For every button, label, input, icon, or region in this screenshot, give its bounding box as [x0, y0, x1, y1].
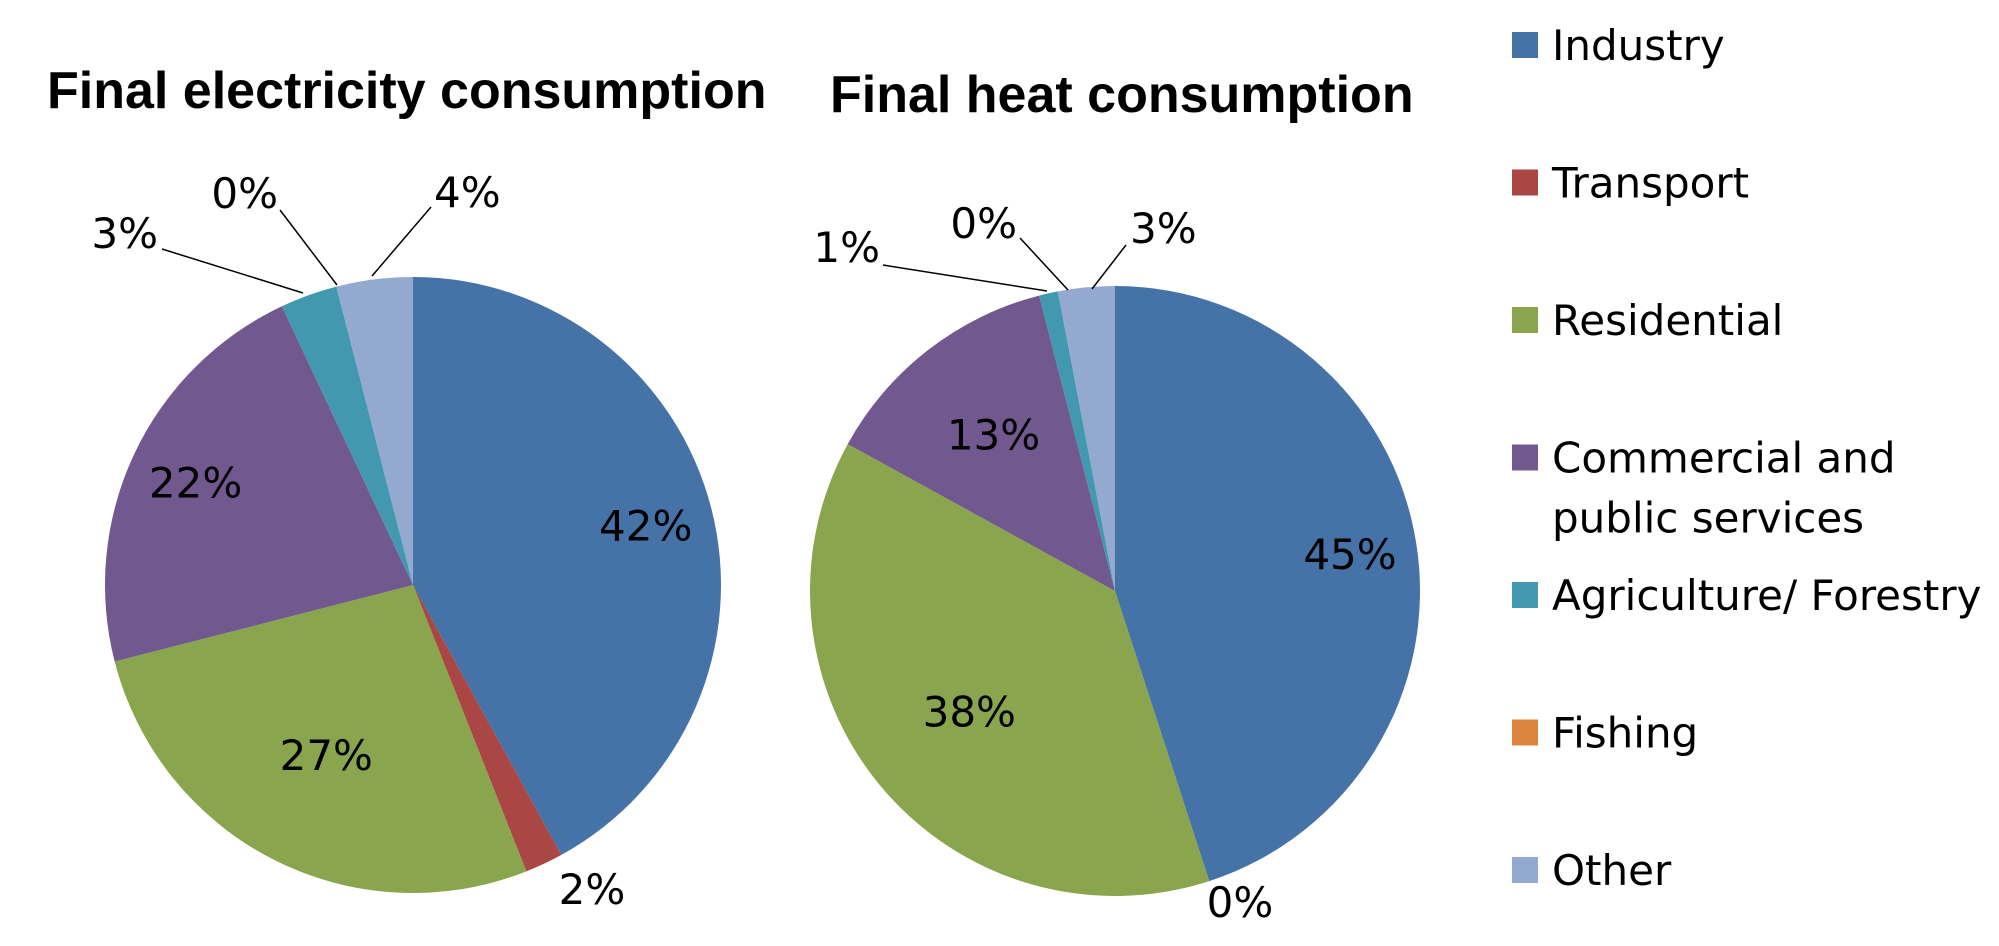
legend-swatch: [1512, 719, 1538, 746]
leader-line-other: [371, 206, 432, 277]
pie-slice-agriculture-forestry: [281, 286, 413, 585]
data-label-residential: 27%: [280, 731, 373, 780]
leader-line-other: [1091, 244, 1127, 290]
pie-slice-other: [1057, 286, 1115, 591]
electricity-chart-title: Final electricity consumption: [47, 62, 766, 120]
pie-slice-agriculture-forestry: [1039, 291, 1115, 591]
legend-item-commercial-and-public-services: Commercial and public services: [1512, 434, 1896, 543]
legend-label: Agriculture/ Forestry: [1552, 571, 1982, 620]
legend-swatch: [1512, 857, 1538, 883]
legend-label: Commercial and: [1552, 434, 1896, 483]
pie-slice-transport: [413, 585, 562, 872]
pie-slice-other: [336, 277, 413, 585]
heat-pie: [810, 286, 1420, 896]
data-label-agriculture-forestry: 3%: [91, 209, 158, 258]
pie-slice-residential: [810, 444, 1210, 896]
legend-label: Industry: [1552, 21, 1725, 70]
data-label-industry: 45%: [1303, 530, 1396, 579]
heat-chart-title: Final heat consumption: [830, 66, 1414, 124]
legend-swatch: [1512, 32, 1538, 58]
pie-slice-industry: [413, 277, 721, 855]
leader-line-agriculture-forestry: [882, 264, 1048, 292]
data-label-transport: 2%: [559, 865, 626, 914]
pie-slice-commercial-and-public-services: [847, 295, 1115, 591]
legend-swatch: [1512, 582, 1538, 608]
data-label-commercial-and-public-services: 13%: [947, 410, 1040, 459]
legend-item-fishing: Fishing: [1512, 709, 1698, 758]
data-label-transport: 0%: [1207, 878, 1274, 927]
data-label-agriculture-forestry: 1%: [813, 223, 880, 272]
heat-pie-labels: 45% 0% 38% 13% 1% 0% 3%: [813, 199, 1396, 927]
electricity-pie-labels: 42% 2% 27% 22% 3% 0% 4%: [91, 168, 692, 914]
legend-label: Residential: [1552, 296, 1783, 345]
legend-item-other: Other: [1512, 846, 1672, 895]
legend-label: Transport: [1551, 159, 1749, 208]
legend-label: Other: [1552, 846, 1672, 895]
pie-slice-commercial-and-public-services: [105, 306, 414, 662]
data-label-other: 4%: [434, 168, 501, 217]
leader-line-fishing: [1019, 237, 1069, 291]
legend-item-residential: Residential: [1512, 296, 1783, 345]
legend-swatch: [1512, 444, 1538, 471]
leader-line-agriculture-forestry: [161, 248, 304, 294]
legend-swatch: [1512, 307, 1538, 333]
data-label-industry: 42%: [599, 501, 692, 550]
legend-item-transport: Transport: [1512, 159, 1749, 208]
legend: Industry Transport Residential Commercial a…: [1512, 21, 1982, 895]
pie-slice-residential: [114, 585, 527, 893]
data-label-fishing: 0%: [950, 199, 1017, 248]
data-label-commercial-and-public-services: 22%: [149, 459, 242, 508]
legend-item-industry: Industry: [1512, 21, 1725, 70]
pie-slice-industry: [1115, 286, 1420, 882]
legend-item-agriculture-forestry: Agriculture/ Forestry: [1512, 571, 1982, 620]
data-label-other: 3%: [1130, 204, 1197, 253]
data-label-residential: 38%: [923, 688, 1016, 737]
legend-swatch: [1512, 169, 1538, 196]
legend-label: public services: [1552, 494, 1864, 543]
legend-label: Fishing: [1552, 709, 1698, 758]
electricity-pie: [105, 277, 721, 893]
leader-line-fishing: [279, 209, 338, 286]
data-label-fishing: 0%: [211, 169, 278, 218]
